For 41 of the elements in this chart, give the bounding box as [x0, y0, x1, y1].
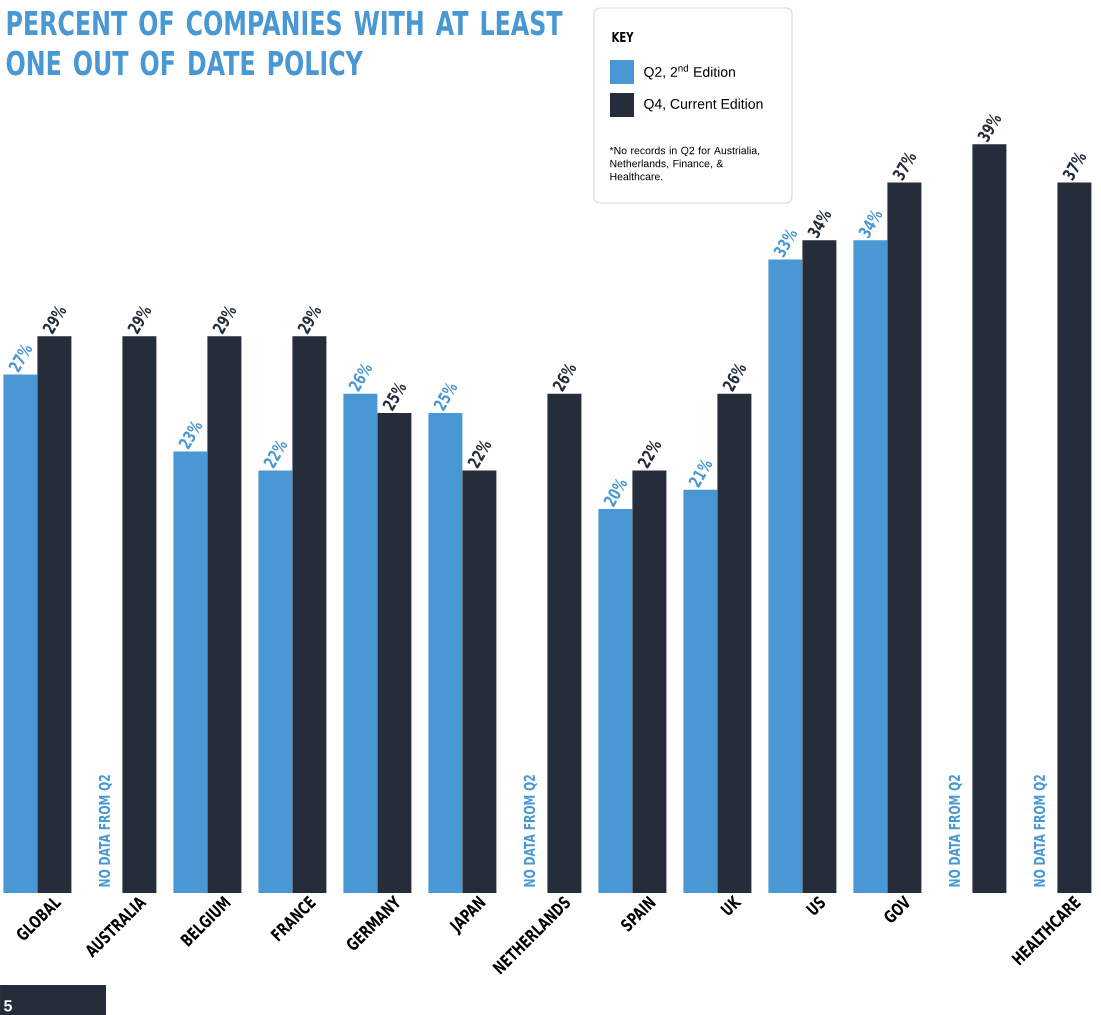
- data-label: 20%: [603, 478, 628, 508]
- legend-label: Q2, 2$^{nd}$ Edition: [644, 64, 735, 80]
- bar: [377, 412, 412, 893]
- data-label: 39%: [977, 113, 1002, 143]
- bar: [768, 259, 803, 893]
- bar: [547, 393, 582, 893]
- data-label: 34%: [807, 209, 832, 239]
- bar: [3, 374, 38, 893]
- bar: [122, 336, 157, 893]
- x-tick-label: GOV: [884, 894, 910, 923]
- bar: [258, 470, 293, 893]
- bar: [802, 240, 837, 893]
- bar: [462, 470, 497, 893]
- annotation: *No records in Q2 for Austrialia, Netherlands, Finance, & Healthcare.: [609, 146, 760, 181]
- text: 5: [4, 1000, 12, 1012]
- x-tick-label: US: [805, 896, 826, 915]
- bar: [173, 451, 208, 893]
- bar: [887, 182, 922, 893]
- bar: [292, 336, 327, 893]
- bar: [853, 240, 888, 893]
- bar: [1057, 182, 1092, 893]
- bar: [598, 508, 633, 893]
- bar: [207, 336, 242, 893]
- bar: [683, 489, 718, 893]
- legend-title: KEY: [612, 31, 634, 43]
- annotation: NO DATA FROM Q2: [523, 775, 538, 887]
- data-label: 34%: [858, 209, 883, 239]
- bar: [428, 412, 463, 893]
- bar: [37, 336, 72, 893]
- data-label: 25%: [382, 382, 407, 412]
- bar: [972, 144, 1007, 893]
- legend-label: Q4, Current Edition: [644, 98, 763, 112]
- x-tick-label: UK: [720, 894, 742, 916]
- annotation: NO DATA FROM Q2: [948, 775, 963, 887]
- bar: [632, 470, 667, 893]
- data-label: 25%: [433, 382, 458, 412]
- bar: [343, 393, 378, 893]
- chart-title: PERCENT OF COMPANIES WITH AT LEAST ONE OUT OF DATE POLICY: [6, 10, 563, 76]
- bar: [717, 393, 752, 893]
- annotation: NO DATA FROM Q2: [98, 775, 113, 887]
- annotation: NO DATA FROM Q2: [1033, 775, 1048, 887]
